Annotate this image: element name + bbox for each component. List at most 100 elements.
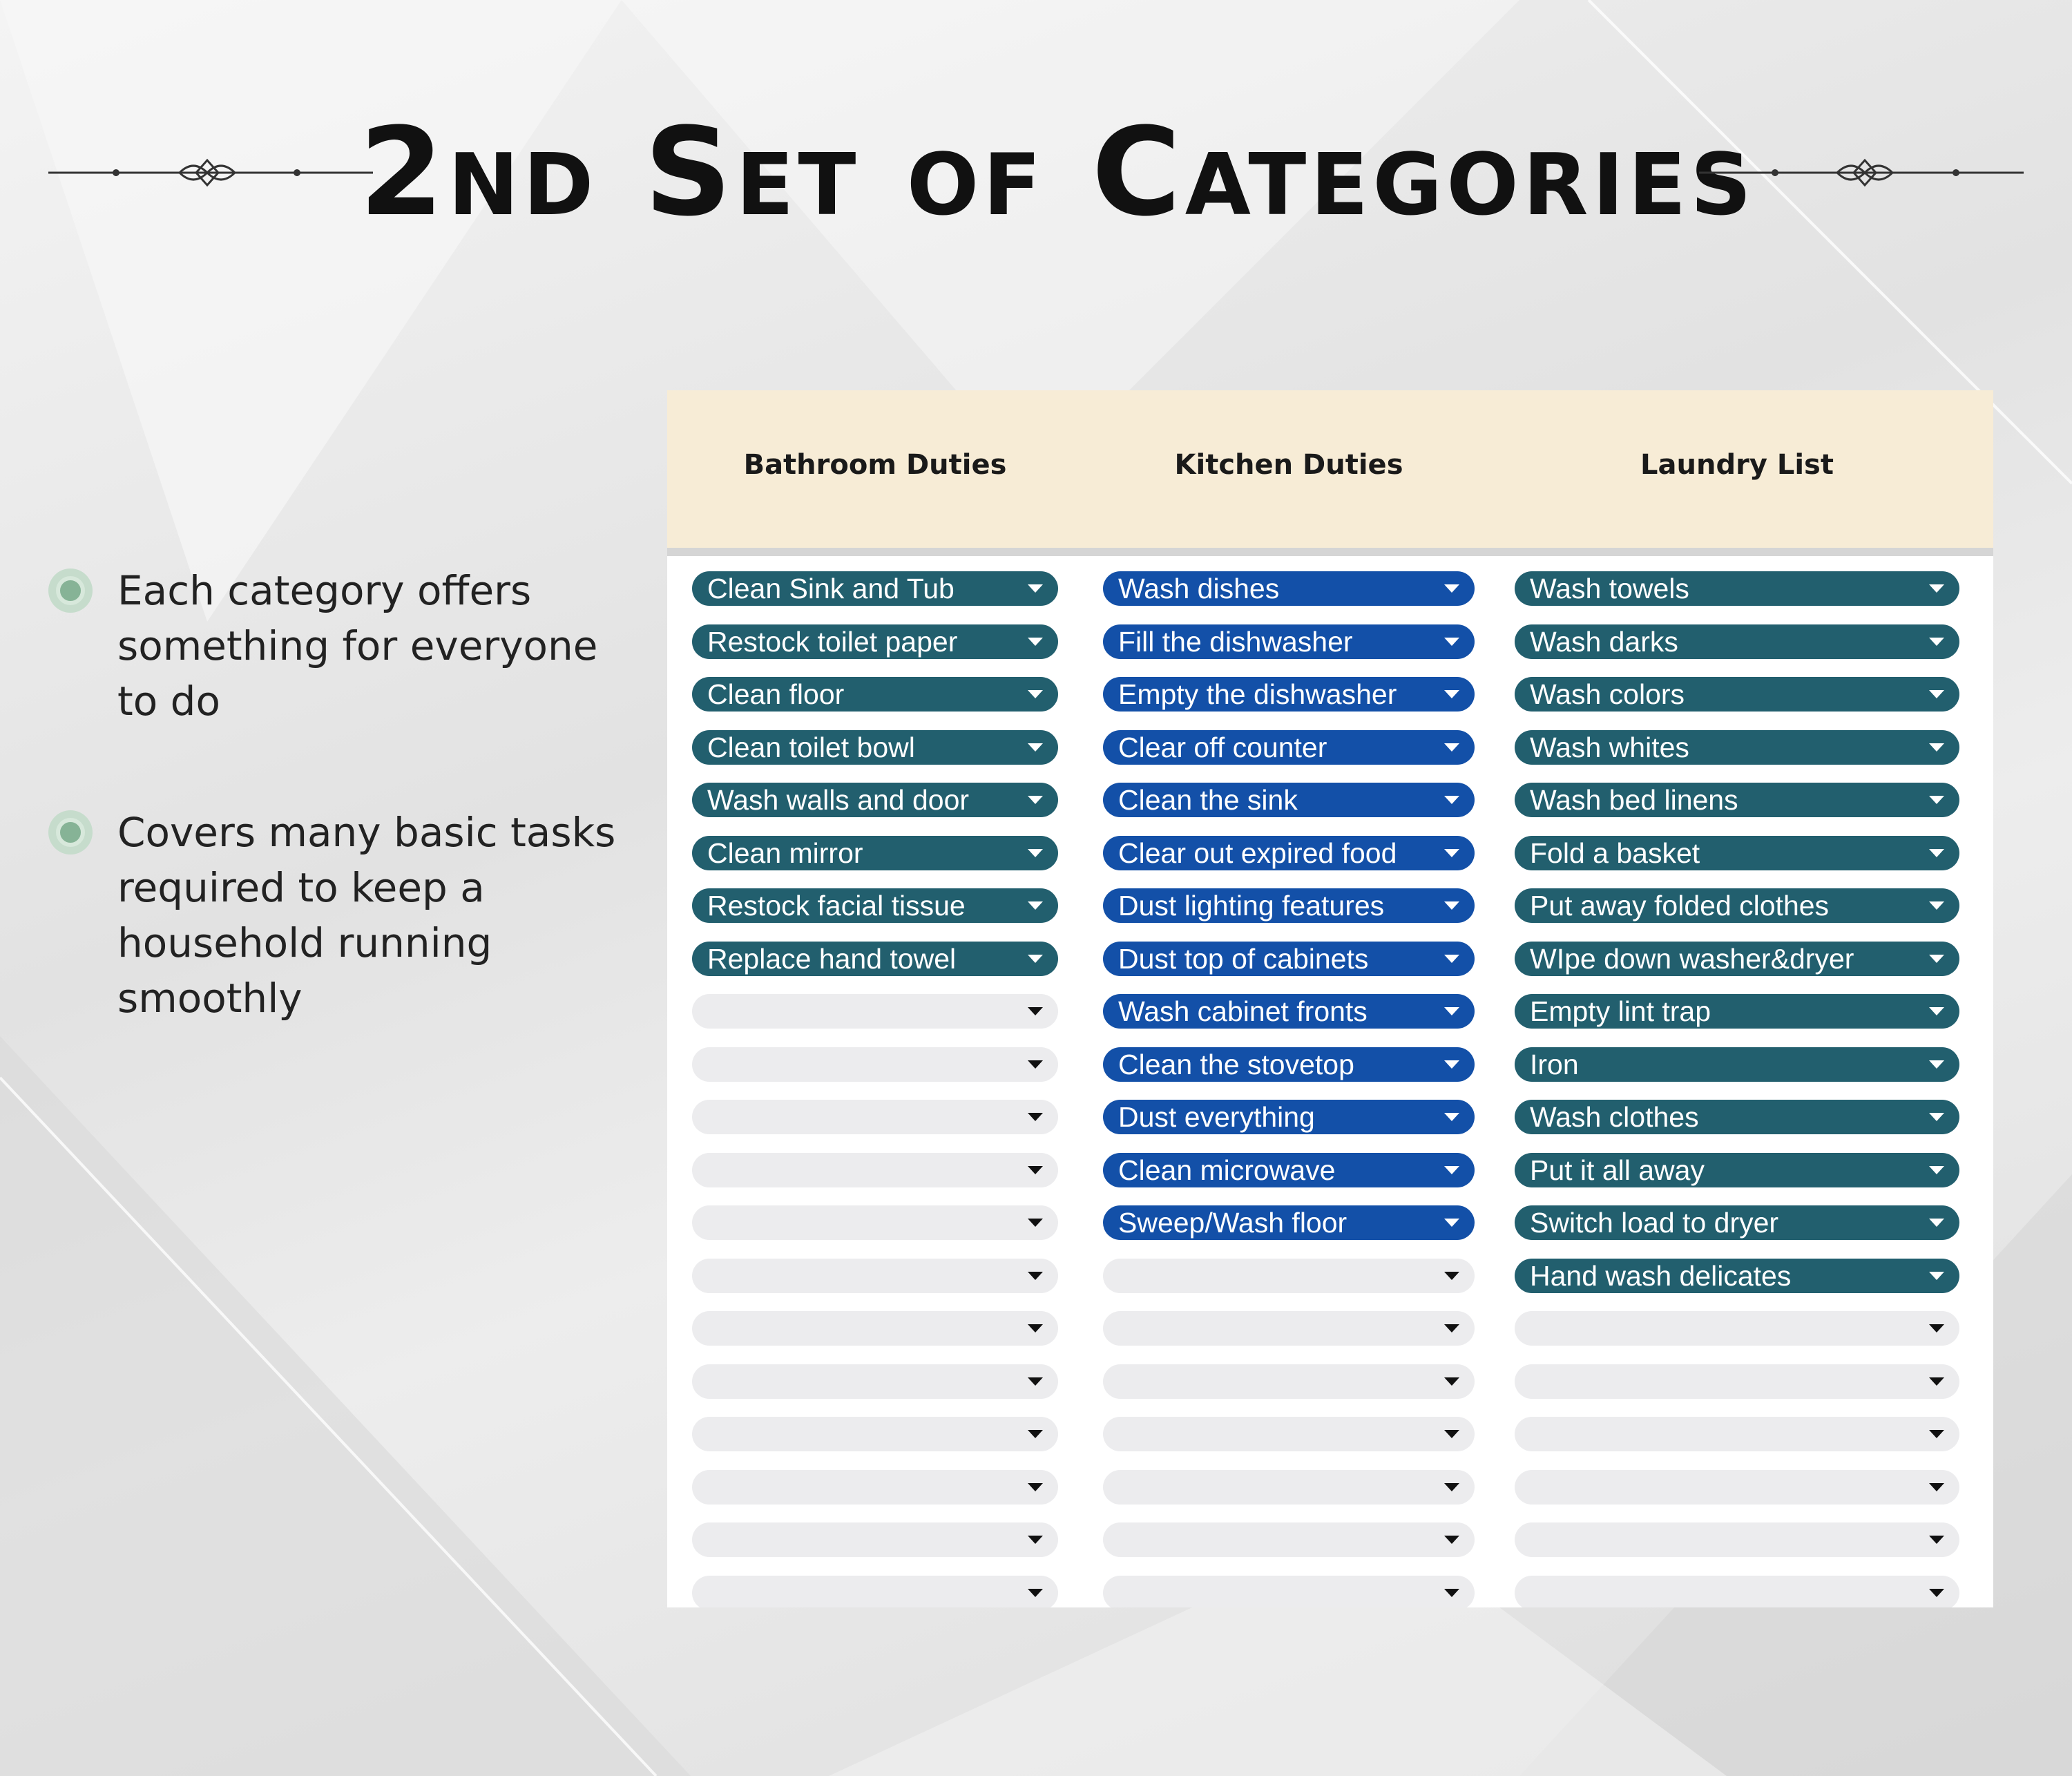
dropdown-laundry-14[interactable]: Hand wash delicates — [1515, 1258, 1959, 1293]
dropdown-kitchen-10[interactable]: Clean the stovetop — [1103, 1047, 1475, 1082]
caret-down-icon[interactable] — [1929, 637, 1944, 646]
dropdown-laundry-7[interactable]: Put away folded clothes — [1515, 888, 1959, 923]
caret-down-icon[interactable] — [1028, 1430, 1043, 1438]
dropdown-kitchen-12[interactable]: Clean microwave — [1103, 1152, 1475, 1187]
dropdown-kitchen-18[interactable] — [1103, 1469, 1475, 1505]
dropdown-laundry-3[interactable]: Wash colors — [1515, 677, 1959, 712]
caret-down-icon[interactable] — [1929, 1536, 1944, 1544]
caret-down-icon[interactable] — [1028, 848, 1043, 857]
dropdown-kitchen-6[interactable]: Clear out expired food — [1103, 835, 1475, 870]
caret-down-icon[interactable] — [1028, 1219, 1043, 1227]
dropdown-kitchen-19[interactable] — [1103, 1522, 1475, 1557]
dropdown-bathroom-10[interactable] — [692, 1047, 1058, 1082]
caret-down-icon[interactable] — [1929, 1271, 1944, 1280]
caret-down-icon[interactable] — [1028, 1060, 1043, 1069]
caret-down-icon[interactable] — [1929, 1007, 1944, 1015]
dropdown-bathroom-8[interactable]: Replace hand towel — [692, 941, 1058, 976]
caret-down-icon[interactable] — [1444, 796, 1459, 804]
dropdown-laundry-17[interactable] — [1515, 1417, 1959, 1451]
dropdown-laundry-10[interactable]: Iron — [1515, 1047, 1959, 1082]
caret-down-icon[interactable] — [1929, 690, 1944, 698]
caret-down-icon[interactable] — [1444, 1324, 1459, 1333]
caret-down-icon[interactable] — [1929, 848, 1944, 857]
caret-down-icon[interactable] — [1929, 1165, 1944, 1174]
caret-down-icon[interactable] — [1929, 1219, 1944, 1227]
caret-down-icon[interactable] — [1929, 584, 1944, 593]
caret-down-icon[interactable] — [1028, 1588, 1043, 1597]
caret-down-icon[interactable] — [1444, 637, 1459, 646]
dropdown-laundry-16[interactable] — [1515, 1364, 1959, 1399]
dropdown-kitchen-20[interactable] — [1103, 1575, 1475, 1607]
dropdown-bathroom-5[interactable]: Wash walls and door — [692, 783, 1058, 817]
caret-down-icon[interactable] — [1444, 1007, 1459, 1015]
dropdown-laundry-5[interactable]: Wash bed linens — [1515, 783, 1959, 817]
dropdown-laundry-20[interactable] — [1515, 1575, 1959, 1607]
caret-down-icon[interactable] — [1444, 901, 1459, 910]
caret-down-icon[interactable] — [1929, 1324, 1944, 1333]
caret-down-icon[interactable] — [1028, 901, 1043, 910]
dropdown-bathroom-3[interactable]: Clean floor — [692, 677, 1058, 712]
dropdown-bathroom-7[interactable]: Restock facial tissue — [692, 888, 1058, 923]
caret-down-icon[interactable] — [1444, 1430, 1459, 1438]
caret-down-icon[interactable] — [1444, 848, 1459, 857]
dropdown-bathroom-6[interactable]: Clean mirror — [692, 835, 1058, 870]
caret-down-icon[interactable] — [1929, 1588, 1944, 1597]
caret-down-icon[interactable] — [1444, 1536, 1459, 1544]
caret-down-icon[interactable] — [1028, 1324, 1043, 1333]
dropdown-bathroom-17[interactable] — [692, 1417, 1058, 1451]
dropdown-bathroom-2[interactable]: Restock toilet paper — [692, 624, 1058, 659]
dropdown-bathroom-15[interactable] — [692, 1311, 1058, 1346]
dropdown-laundry-19[interactable] — [1515, 1522, 1959, 1557]
dropdown-laundry-1[interactable]: Wash towels — [1515, 571, 1959, 606]
caret-down-icon[interactable] — [1444, 954, 1459, 963]
dropdown-bathroom-9[interactable] — [692, 994, 1058, 1029]
caret-down-icon[interactable] — [1028, 690, 1043, 698]
dropdown-bathroom-13[interactable] — [692, 1205, 1058, 1240]
caret-down-icon[interactable] — [1929, 1113, 1944, 1121]
dropdown-bathroom-19[interactable] — [692, 1522, 1058, 1557]
caret-down-icon[interactable] — [1028, 1271, 1043, 1280]
caret-down-icon[interactable] — [1028, 1165, 1043, 1174]
caret-down-icon[interactable] — [1444, 1165, 1459, 1174]
dropdown-kitchen-5[interactable]: Clean the sink — [1103, 783, 1475, 817]
dropdown-kitchen-14[interactable] — [1103, 1258, 1475, 1293]
caret-down-icon[interactable] — [1444, 1588, 1459, 1597]
dropdown-laundry-12[interactable]: Put it all away — [1515, 1152, 1959, 1187]
caret-down-icon[interactable] — [1444, 1113, 1459, 1121]
dropdown-laundry-4[interactable]: Wash whites — [1515, 729, 1959, 765]
caret-down-icon[interactable] — [1028, 1007, 1043, 1015]
dropdown-kitchen-4[interactable]: Clear off counter — [1103, 729, 1475, 765]
caret-down-icon[interactable] — [1929, 796, 1944, 804]
dropdown-bathroom-20[interactable] — [692, 1575, 1058, 1607]
caret-down-icon[interactable] — [1444, 690, 1459, 698]
dropdown-kitchen-15[interactable] — [1103, 1311, 1475, 1346]
dropdown-laundry-2[interactable]: Wash darks — [1515, 624, 1959, 659]
caret-down-icon[interactable] — [1028, 1536, 1043, 1544]
dropdown-laundry-15[interactable] — [1515, 1311, 1959, 1346]
caret-down-icon[interactable] — [1028, 637, 1043, 646]
dropdown-laundry-6[interactable]: Fold a basket — [1515, 835, 1959, 870]
caret-down-icon[interactable] — [1444, 584, 1459, 593]
caret-down-icon[interactable] — [1028, 1113, 1043, 1121]
caret-down-icon[interactable] — [1028, 1482, 1043, 1491]
caret-down-icon[interactable] — [1028, 954, 1043, 963]
caret-down-icon[interactable] — [1444, 1271, 1459, 1280]
dropdown-bathroom-16[interactable] — [692, 1364, 1058, 1399]
dropdown-kitchen-3[interactable]: Empty the dishwasher — [1103, 677, 1475, 712]
dropdown-laundry-8[interactable]: WIpe down washer&dryer — [1515, 941, 1959, 976]
caret-down-icon[interactable] — [1929, 743, 1944, 752]
caret-down-icon[interactable] — [1929, 1060, 1944, 1069]
caret-down-icon[interactable] — [1929, 1377, 1944, 1386]
dropdown-kitchen-17[interactable] — [1103, 1417, 1475, 1451]
dropdown-laundry-13[interactable]: Switch load to dryer — [1515, 1205, 1959, 1240]
caret-down-icon[interactable] — [1444, 743, 1459, 752]
caret-down-icon[interactable] — [1028, 743, 1043, 752]
dropdown-kitchen-16[interactable] — [1103, 1364, 1475, 1399]
caret-down-icon[interactable] — [1929, 901, 1944, 910]
dropdown-kitchen-9[interactable]: Wash cabinet fronts — [1103, 994, 1475, 1029]
dropdown-laundry-9[interactable]: Empty lint trap — [1515, 994, 1959, 1029]
dropdown-bathroom-1[interactable]: Clean Sink and Tub — [692, 571, 1058, 606]
dropdown-kitchen-8[interactable]: Dust top of cabinets — [1103, 941, 1475, 976]
caret-down-icon[interactable] — [1444, 1377, 1459, 1386]
dropdown-bathroom-18[interactable] — [692, 1469, 1058, 1505]
